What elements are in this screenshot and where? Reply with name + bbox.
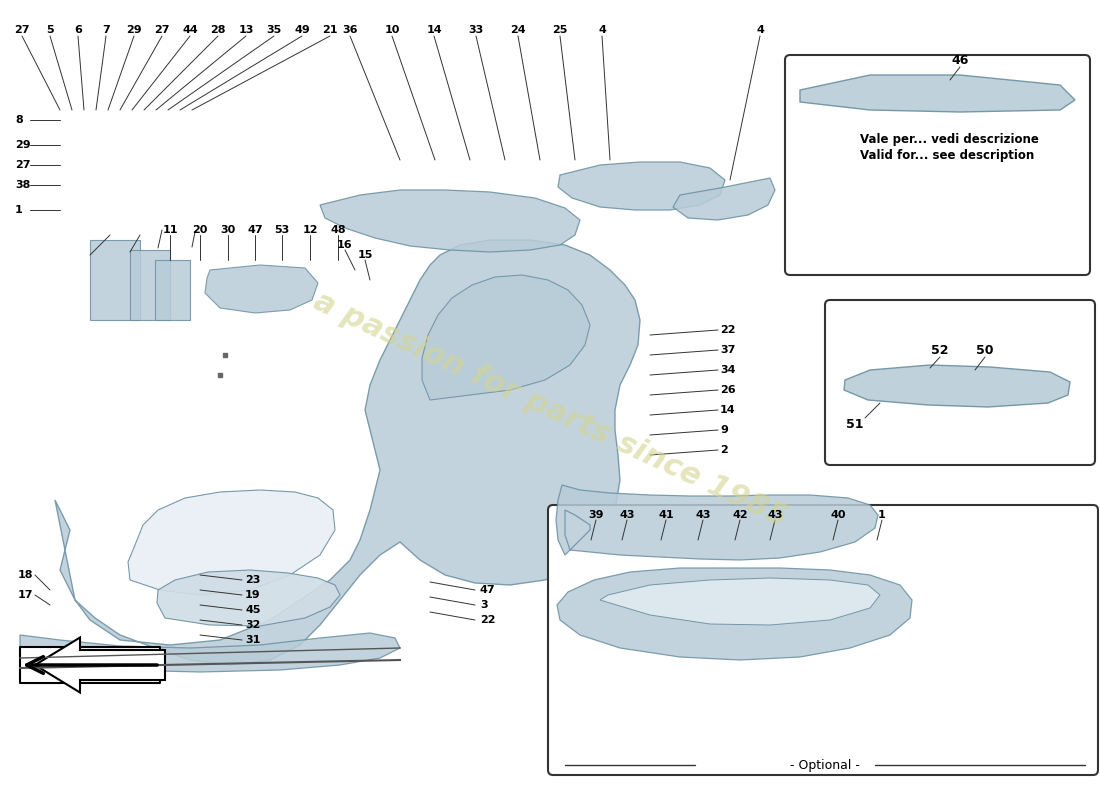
Text: 31: 31 [245, 635, 261, 645]
Text: 39: 39 [588, 510, 604, 520]
Text: 37: 37 [720, 345, 736, 355]
Text: 30: 30 [220, 225, 235, 235]
Text: 14: 14 [426, 25, 442, 35]
Polygon shape [130, 250, 170, 320]
Text: 23: 23 [245, 575, 261, 585]
Text: 50: 50 [977, 343, 993, 357]
Text: 14: 14 [720, 405, 736, 415]
Polygon shape [128, 490, 336, 595]
Polygon shape [557, 568, 912, 660]
Text: 53: 53 [274, 225, 289, 235]
Polygon shape [55, 240, 640, 665]
Polygon shape [90, 240, 140, 320]
Polygon shape [673, 178, 775, 220]
Polygon shape [157, 570, 340, 626]
Text: 8: 8 [15, 115, 23, 125]
Polygon shape [205, 265, 318, 313]
Text: 43: 43 [695, 510, 711, 520]
Text: 34: 34 [720, 365, 736, 375]
Polygon shape [320, 190, 580, 252]
Polygon shape [844, 365, 1070, 407]
Text: 22: 22 [720, 325, 736, 335]
Text: 22: 22 [480, 615, 495, 625]
Text: 49: 49 [294, 25, 310, 35]
Text: 51: 51 [846, 418, 864, 431]
Text: 29: 29 [126, 25, 142, 35]
Text: 27: 27 [15, 160, 31, 170]
Text: 18: 18 [18, 570, 33, 580]
Text: 28: 28 [210, 25, 225, 35]
Text: a passion for parts since 1985: a passion for parts since 1985 [308, 287, 792, 533]
Text: 29: 29 [15, 140, 31, 150]
Text: 21: 21 [322, 25, 338, 35]
Text: 24: 24 [510, 25, 526, 35]
Text: 6: 6 [74, 25, 81, 35]
Text: 46: 46 [952, 54, 969, 66]
Text: 33: 33 [469, 25, 484, 35]
Text: 41: 41 [658, 510, 674, 520]
Text: 1: 1 [15, 205, 23, 215]
Text: 3: 3 [480, 600, 487, 610]
Text: 35: 35 [266, 25, 282, 35]
Text: 2: 2 [720, 445, 728, 455]
Polygon shape [556, 485, 878, 560]
Text: 26: 26 [720, 385, 736, 395]
FancyArrow shape [35, 638, 165, 693]
Text: 5: 5 [46, 25, 54, 35]
Text: 4: 4 [598, 25, 606, 35]
Polygon shape [155, 260, 190, 320]
Text: 48: 48 [330, 225, 345, 235]
Text: 27: 27 [154, 25, 169, 35]
Text: Vale per... vedi descrizione: Vale per... vedi descrizione [860, 134, 1038, 146]
Text: - Optional -: - Optional - [790, 758, 860, 771]
Polygon shape [600, 578, 880, 625]
Text: 36: 36 [342, 25, 358, 35]
Text: 45: 45 [245, 605, 261, 615]
FancyBboxPatch shape [825, 300, 1094, 465]
FancyBboxPatch shape [548, 505, 1098, 775]
Text: Valid for... see description: Valid for... see description [860, 149, 1034, 162]
Text: 43: 43 [619, 510, 635, 520]
Text: 20: 20 [192, 225, 208, 235]
Text: 32: 32 [245, 620, 261, 630]
Text: 7: 7 [102, 25, 110, 35]
Text: 11: 11 [163, 225, 178, 235]
Text: 25: 25 [552, 25, 568, 35]
Text: 16: 16 [338, 240, 353, 250]
Text: 47: 47 [480, 585, 496, 595]
Text: 43: 43 [768, 510, 783, 520]
Text: 4: 4 [756, 25, 763, 35]
Text: 9: 9 [720, 425, 728, 435]
Text: 44: 44 [183, 25, 198, 35]
Polygon shape [20, 633, 400, 672]
Text: 1: 1 [878, 510, 886, 520]
Text: 12: 12 [302, 225, 318, 235]
Text: 52: 52 [932, 343, 948, 357]
Text: 10: 10 [384, 25, 399, 35]
Text: 40: 40 [830, 510, 846, 520]
Text: 42: 42 [733, 510, 748, 520]
FancyBboxPatch shape [785, 55, 1090, 275]
Polygon shape [558, 162, 725, 210]
Text: 15: 15 [358, 250, 373, 260]
Text: 38: 38 [15, 180, 31, 190]
Text: 47: 47 [248, 225, 263, 235]
Polygon shape [800, 75, 1075, 112]
Text: 13: 13 [239, 25, 254, 35]
Text: 17: 17 [18, 590, 33, 600]
Text: 19: 19 [245, 590, 261, 600]
Polygon shape [422, 275, 590, 400]
Text: 27: 27 [14, 25, 30, 35]
